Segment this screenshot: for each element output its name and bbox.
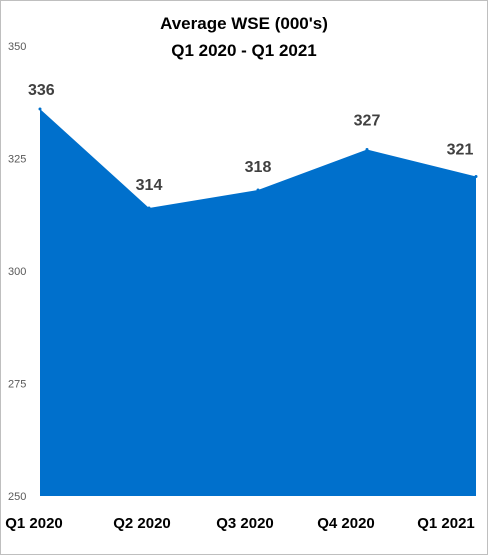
data-point-4: [474, 175, 478, 178]
y-tick-label-2: 300: [8, 266, 26, 278]
data-label-3: 327: [354, 113, 381, 130]
chart-subtitle: Q1 2020 - Q1 2021: [171, 41, 317, 60]
chart-title: Average WSE (000's): [160, 14, 328, 33]
x-tick-label-3: Q4 2020: [317, 515, 375, 532]
data-label-0: 336: [28, 82, 55, 99]
data-point-2: [256, 188, 260, 192]
y-tick-label-1: 275: [8, 379, 26, 391]
x-tick-label-2: Q3 2020: [216, 515, 274, 532]
y-tick-label-3: 325: [8, 154, 26, 166]
y-tick-label-0: 250: [8, 491, 26, 503]
data-label-1: 314: [136, 177, 163, 194]
area-series: [40, 109, 476, 496]
x-tick-label-1: Q2 2020: [113, 515, 171, 532]
x-tick-label-0: Q1 2020: [5, 515, 63, 532]
y-tick-label-4: 350: [8, 41, 26, 53]
data-point-3: [365, 148, 369, 151]
data-label-4: 321: [447, 142, 474, 159]
data-point-1: [147, 206, 151, 210]
data-label-2: 318: [245, 159, 272, 176]
x-tick-label-4: Q1 2021: [417, 515, 475, 532]
data-point-0: [38, 107, 42, 111]
